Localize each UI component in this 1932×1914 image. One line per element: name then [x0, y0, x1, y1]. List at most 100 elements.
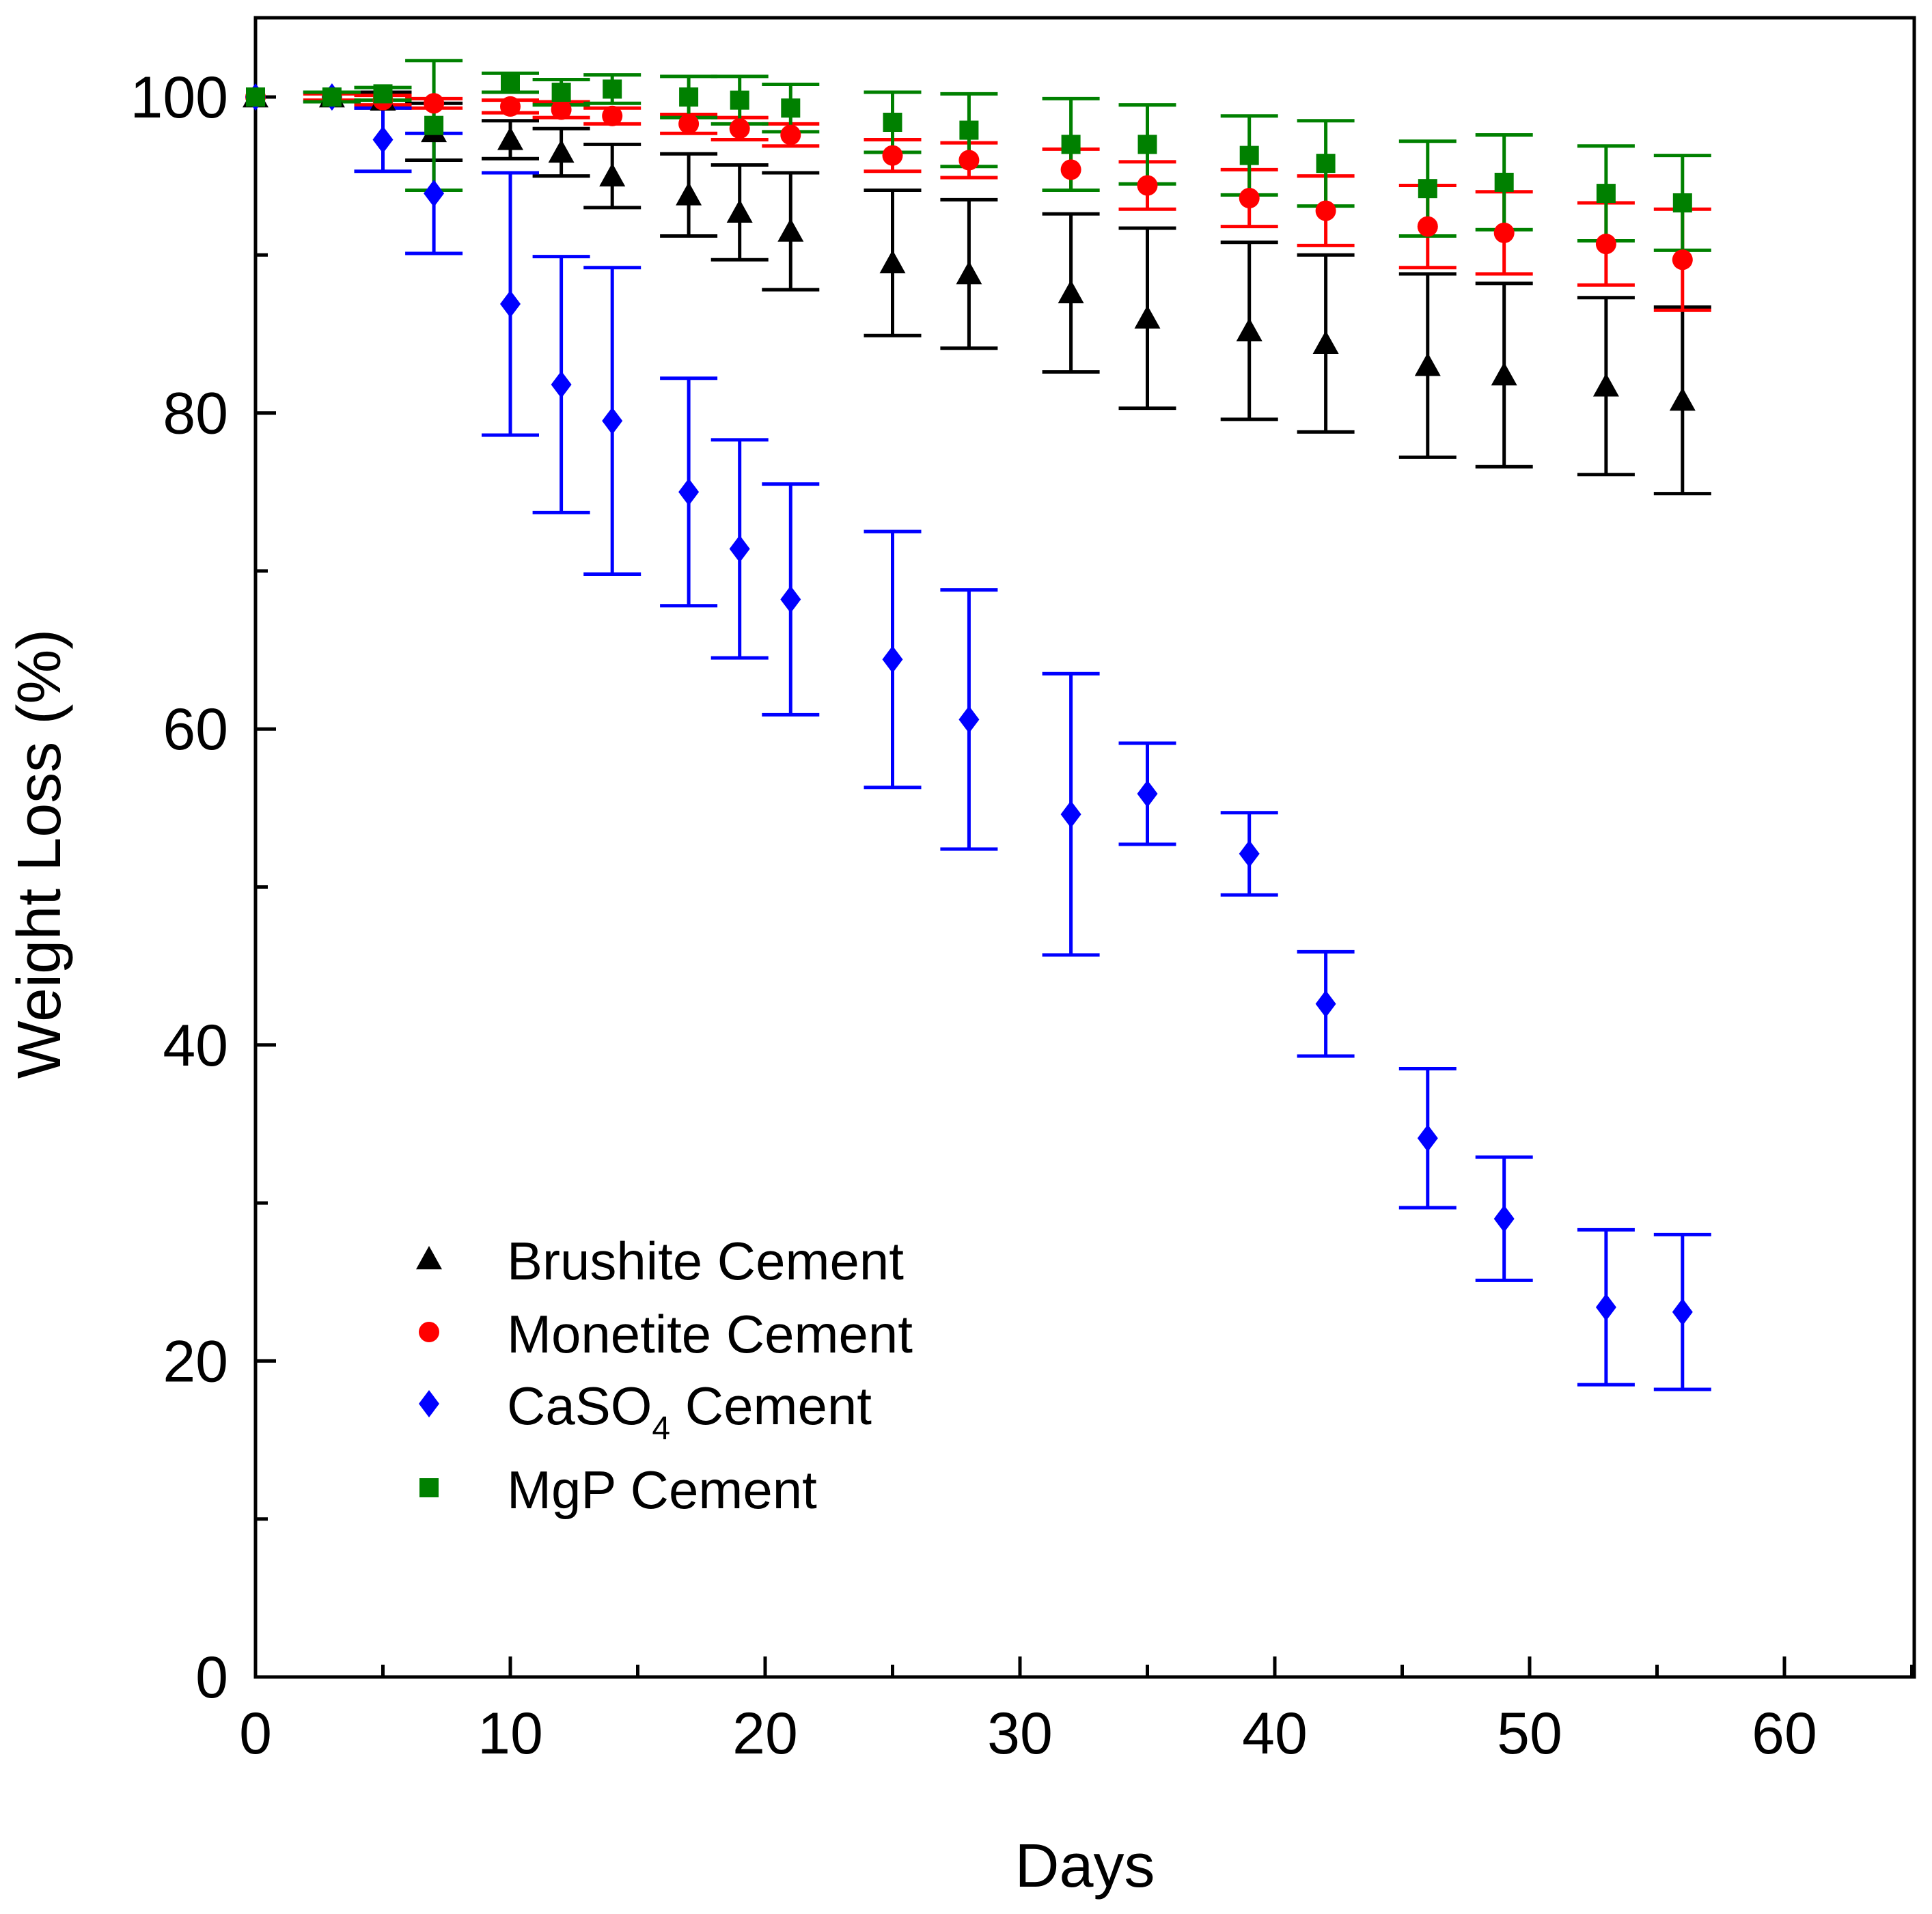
x-tick-label: 10 [478, 1701, 543, 1766]
x-tick-label: 30 [987, 1701, 1053, 1766]
y-tick-label: 0 [195, 1645, 228, 1710]
brushite-cement-point [1058, 279, 1084, 304]
monetite-cement-point [1672, 249, 1693, 271]
monetite-cement-point [958, 150, 980, 171]
brushite-cement-point [497, 126, 523, 150]
y-tick-label: 100 [130, 65, 229, 130]
caso4-cement-point [729, 535, 750, 563]
plot-frame [253, 16, 1916, 1679]
mgp-cement-point [1596, 184, 1616, 204]
caso4-cement-point [780, 585, 801, 613]
legend-marker-brushite-cement [416, 1246, 442, 1270]
monetite-cement-point [1060, 159, 1081, 180]
mgp-cement-point [373, 84, 393, 104]
caso4-cement-error-bars [303, 90, 1711, 1391]
caso4-cement-point [882, 646, 903, 674]
brushite-cement-error-bars [303, 90, 1711, 496]
brushite-cement-point [1592, 373, 1619, 397]
monetite-cement-error-bars [303, 92, 1711, 312]
legend-label-caso4-cement: CaSO4 Cement [507, 1376, 872, 1447]
brushite-cement-point [599, 163, 626, 186]
y-tick-label: 80 [163, 381, 228, 447]
caso4-cement-point [372, 126, 394, 154]
caso4-cement-point [1060, 801, 1081, 829]
error-bars [303, 59, 1711, 1391]
y-tick-label: 40 [163, 1013, 228, 1079]
data-markers [243, 73, 1696, 1326]
monetite-cement-point [882, 145, 903, 166]
mgp-cement-point [246, 87, 265, 107]
mgp-cement-point [1137, 135, 1157, 154]
brushite-cement-point [1414, 352, 1441, 376]
legend: Brushite Cement Monetite Cement CaSO4 Ceme… [416, 1231, 913, 1520]
caso4-cement-point [678, 478, 700, 506]
caso4-cement-markers [245, 83, 1693, 1326]
monetite-cement-point [678, 113, 700, 135]
mgp-cement-point [1316, 154, 1336, 174]
legend-marker-mgp-cement [419, 1478, 439, 1497]
legend-marker-monetite-cement [419, 1322, 439, 1342]
monetite-cement-point [780, 124, 801, 145]
legend-marker-caso4-cement [419, 1390, 439, 1417]
caso4-cement-point [1315, 990, 1336, 1018]
caso4-cement-point [500, 290, 521, 318]
axes: 0 10 20 30 40 50 60 0 20 40 60 80 100 [130, 16, 1916, 1766]
brushite-cement-point [1669, 387, 1696, 411]
monetite-cement-point [1595, 234, 1616, 255]
caso4-cement-point [958, 706, 980, 734]
caso4-cement-point [1417, 1124, 1438, 1152]
x-tick-label: 0 [239, 1701, 272, 1766]
brushite-cement-point [676, 182, 702, 206]
brushite-cement-point [1491, 362, 1517, 386]
brushite-cement-point [726, 199, 753, 223]
legend-label-mgp-cement: MgP Cement [507, 1460, 817, 1520]
caso4-cement-point [1672, 1298, 1693, 1326]
caso4-cement-point [424, 180, 445, 208]
mgp-cement-point [1061, 135, 1081, 154]
caso4-cement-point [1137, 780, 1158, 808]
brushite-cement-point [777, 218, 804, 242]
caso4-cement-point [1493, 1205, 1515, 1233]
monetite-cement-point [500, 96, 521, 117]
monetite-cement-point [1239, 188, 1260, 209]
legend-label-monetite-cement: Monetite Cement [507, 1304, 913, 1364]
x-tick-label: 60 [1752, 1701, 1817, 1766]
mgp-cement-point [551, 83, 571, 102]
mgp-cement-point [1494, 172, 1514, 192]
x-tick-label: 20 [732, 1701, 798, 1766]
x-axis-title: Days [1015, 1832, 1155, 1900]
monetite-cement-point [424, 93, 445, 114]
brushite-cement-point [879, 249, 906, 274]
mgp-cement-point [730, 90, 749, 110]
mgp-cement-markers [246, 73, 1692, 212]
monetite-cement-point [1315, 200, 1336, 221]
caso4-cement-point [551, 370, 572, 398]
caso4-cement-point [602, 407, 623, 435]
brushite-cement-point [548, 139, 575, 163]
mgp-cement-point [424, 115, 444, 135]
x-tick-label: 40 [1242, 1701, 1308, 1766]
y-tick-label: 20 [163, 1329, 228, 1394]
mgp-cement-point [679, 87, 699, 107]
mgp-cement-point [603, 79, 622, 99]
mgp-cement-point [322, 87, 342, 107]
monetite-cement-markers [245, 87, 1693, 271]
mgp-cement-point [501, 73, 520, 93]
mgp-cement-point [781, 98, 801, 118]
mgp-cement-point [1418, 179, 1437, 199]
brushite-cement-point [1134, 305, 1161, 329]
mgp-cement-point [1239, 145, 1259, 165]
mgp-cement-point [959, 120, 979, 140]
mgp-cement-point [883, 113, 902, 133]
y-axis-title: Weight Loss (%) [5, 629, 74, 1079]
brushite-cement-point [956, 261, 982, 285]
brushite-cement-point [1312, 330, 1339, 355]
caso4-cement-point [1239, 840, 1260, 868]
caso4-cement-point [1595, 1293, 1616, 1321]
y-tick-label: 60 [163, 697, 228, 762]
mgp-cement-point [1672, 193, 1692, 212]
monetite-cement-point [729, 118, 750, 139]
monetite-cement-point [1417, 216, 1438, 237]
legend-label-brushite-cement: Brushite Cement [507, 1231, 904, 1291]
